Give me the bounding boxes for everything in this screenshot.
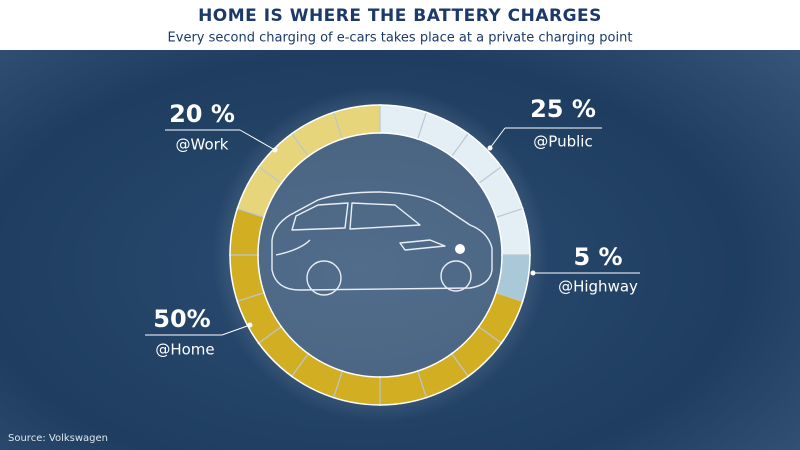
segment-divider [290,132,310,158]
value-label: 50% [153,305,210,333]
ring-segment [237,105,380,218]
chart-subtitle: Every second charging of e-cars takes pl… [168,31,633,46]
segment-divider [236,291,266,303]
segment-divider [450,352,470,378]
segment-divider [332,111,344,141]
leader-line [221,324,251,336]
category-label: @Highway [558,278,638,296]
segment-divider [236,207,266,219]
car-light [455,244,465,254]
segment-divider [450,132,470,158]
car-outline [271,191,493,296]
value-label: 20 % [169,100,235,128]
category-label: @Home [155,341,214,359]
ring-dividers [229,104,531,406]
ring-segment [380,105,530,255]
source-note: Source: Volkswagen [8,433,108,444]
leader-line [239,129,276,151]
labels: 25 % @Public 5 % @Highway 50% @Home 20 % @Work [145,95,640,359]
ring-inner-edge [257,132,503,378]
leader-dot [272,147,278,153]
ring-segment [496,255,530,302]
segment-divider [494,291,524,303]
ring-glow [212,87,548,423]
header-band [0,0,800,50]
category-label: @Public [533,133,592,151]
leader-dot [487,145,493,151]
segment-divider [332,369,344,399]
chart-title: HOME IS WHERE THE BATTERY CHARGES [198,6,602,26]
leader-dot [247,322,253,328]
segment-divider [257,325,283,345]
segment-divider [416,369,428,399]
value-label: 25 % [530,95,596,123]
leader-line [489,127,506,149]
segment-divider [416,111,428,141]
ring-outer-edge [229,104,531,406]
category-label: @Work [176,136,229,154]
segment-divider [477,325,503,345]
segment-divider [257,165,283,185]
segment-divider [290,352,310,378]
value-label: 5 % [573,243,622,271]
segment-divider [494,207,524,219]
leader-dot [530,270,536,276]
segment-divider [477,165,503,185]
